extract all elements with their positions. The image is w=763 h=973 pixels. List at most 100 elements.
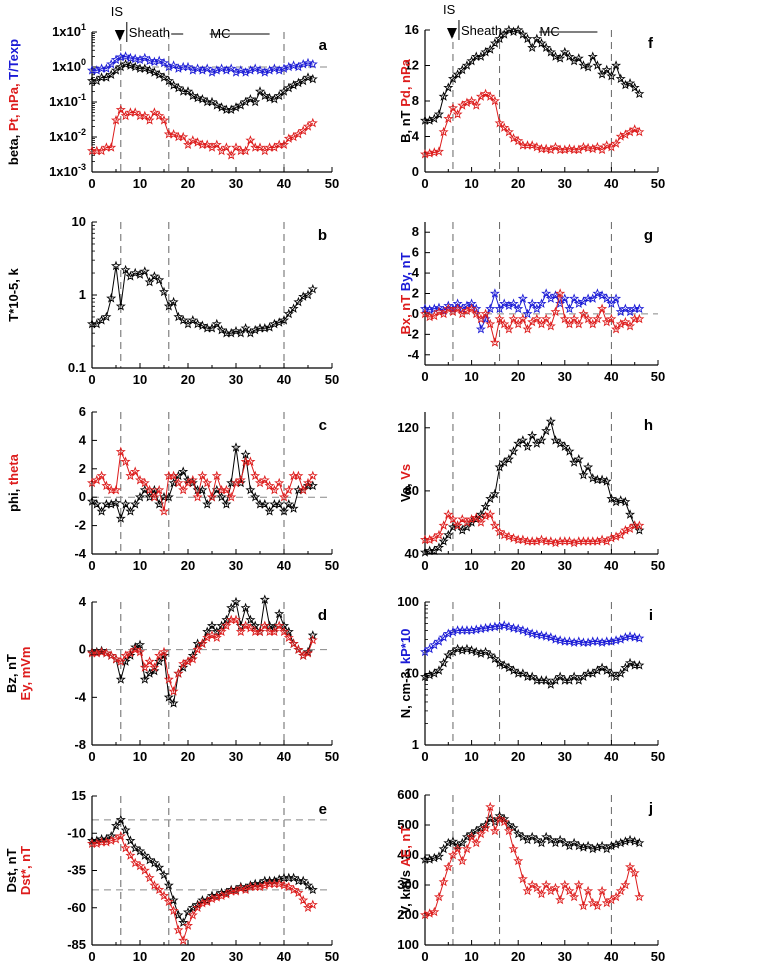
data-point (168, 80, 179, 90)
data-point (216, 324, 227, 335)
data-point (110, 497, 122, 508)
panel-letter: b (318, 227, 327, 244)
y-axis-label: Bx, nT By, nT (398, 252, 413, 334)
data-point (115, 656, 126, 666)
data-point (601, 476, 612, 486)
data-point (471, 646, 482, 657)
panel-letter: f (648, 35, 654, 52)
data-point (508, 843, 519, 854)
data-point (168, 686, 179, 696)
data-point (274, 608, 285, 619)
data-point (615, 885, 626, 896)
y-axis-label: B, nT Pd, nPa (398, 58, 413, 143)
x-tick-label: 50 (651, 369, 665, 384)
data-point (130, 53, 141, 64)
data-point (573, 454, 584, 464)
data-point (564, 536, 575, 546)
data-point (154, 656, 165, 666)
data-point (235, 883, 246, 893)
x-tick-label: 10 (464, 176, 478, 191)
data-point (480, 822, 491, 833)
data-point (278, 626, 290, 637)
data-point (211, 632, 222, 643)
series-line (92, 108, 314, 157)
data-point (178, 662, 189, 672)
y-tick-label: 1x100 (52, 57, 86, 74)
x-tick-label: 20 (511, 949, 525, 964)
data-point (592, 636, 603, 646)
data-point (230, 325, 242, 336)
data-point (559, 837, 570, 848)
data-point (489, 621, 500, 632)
data-point (254, 86, 266, 96)
data-point (139, 52, 150, 63)
x-tick-label: 0 (421, 176, 428, 191)
data-point (158, 115, 170, 125)
data-point (168, 296, 179, 307)
data-point (592, 288, 603, 298)
x-tick-label: 40 (277, 558, 291, 573)
data-point (235, 626, 246, 637)
data-point (597, 885, 608, 896)
series-line (424, 420, 640, 553)
data-point (531, 629, 542, 639)
y-tick-label: 16 (405, 22, 419, 37)
data-point (494, 461, 505, 472)
data-point (578, 469, 589, 480)
data-point (264, 92, 275, 103)
data-point (625, 320, 636, 331)
data-point (269, 626, 280, 637)
data-point (211, 139, 222, 150)
data-point (424, 311, 435, 322)
data-point (559, 144, 570, 155)
data-point (559, 293, 570, 303)
data-point (139, 266, 150, 276)
data-point (564, 885, 575, 896)
x-tick-label: 10 (133, 749, 147, 764)
data-point (513, 303, 524, 314)
data-point (583, 61, 594, 72)
data-point (106, 293, 117, 303)
data-point (536, 318, 547, 329)
data-point (120, 264, 131, 275)
data-point (583, 885, 594, 896)
x-tick-label: 40 (277, 949, 291, 964)
data-point (527, 628, 538, 639)
data-point (202, 477, 213, 488)
data-point (443, 82, 454, 92)
data-point (564, 143, 575, 154)
data-point (125, 850, 136, 860)
data-point (254, 142, 266, 152)
y-tick-label: 300 (397, 877, 419, 892)
data-point (149, 491, 160, 502)
data-point (513, 318, 524, 329)
data-point (187, 909, 198, 920)
data-point (541, 42, 552, 53)
data-point (130, 857, 141, 868)
x-tick-label: 40 (277, 749, 291, 764)
data-point (419, 148, 431, 159)
panel-b: 0 10 20 30 40 50 0.1 1 10 b T*10-5, k (6, 214, 339, 387)
data-point (211, 100, 222, 110)
data-point (485, 649, 496, 660)
data-point (485, 318, 496, 329)
data-point (106, 650, 117, 660)
data-point (489, 653, 500, 664)
data-point (601, 293, 612, 303)
y-axis-label: Dst*, nT (18, 846, 33, 895)
y-tick-label: 1 (79, 287, 86, 302)
data-point (452, 303, 463, 314)
data-point (120, 842, 131, 853)
data-point (149, 271, 160, 281)
data-point (307, 73, 318, 84)
series-dst-nt (86, 830, 318, 945)
data-point (466, 303, 477, 314)
data-point (115, 814, 126, 825)
x-tick-label: 20 (181, 749, 195, 764)
data-point (513, 24, 524, 35)
y-tick-label: -4 (407, 347, 419, 362)
series-n-cm-3 (419, 643, 645, 689)
data-point (298, 875, 309, 886)
data-point (235, 474, 246, 485)
panel-letter: c (319, 417, 327, 434)
